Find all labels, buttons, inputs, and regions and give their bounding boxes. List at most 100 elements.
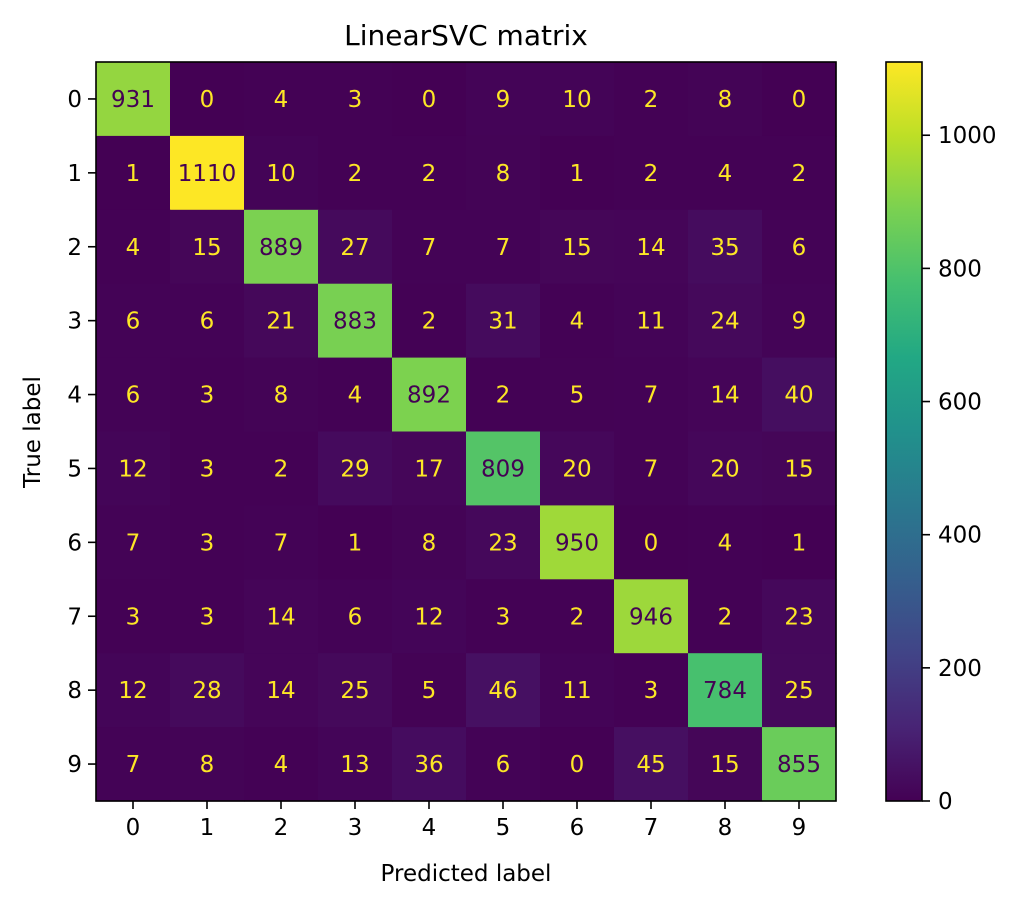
cell-value-label: 7 bbox=[644, 383, 659, 409]
cell-value-label: 2 bbox=[644, 87, 659, 113]
cell-value-label: 1 bbox=[570, 161, 585, 187]
heatmap-cell bbox=[392, 505, 467, 580]
y-tick-label: 6 bbox=[67, 530, 82, 556]
heatmap-cell bbox=[466, 431, 541, 506]
cell-value-label: 855 bbox=[777, 752, 821, 778]
cell-value-label: 5 bbox=[422, 678, 437, 704]
heatmap-cell bbox=[96, 431, 171, 506]
cell-value-label: 4 bbox=[718, 161, 733, 187]
heatmap-cell bbox=[614, 727, 689, 802]
cell-value-label: 14 bbox=[266, 678, 295, 704]
heatmap-cell bbox=[392, 209, 467, 285]
heatmap-cell bbox=[170, 135, 245, 211]
heatmap-cell bbox=[96, 283, 171, 359]
cell-value-label: 4 bbox=[274, 752, 289, 778]
cell-value-label: 3 bbox=[200, 604, 215, 630]
cell-value-label: 2 bbox=[718, 604, 733, 630]
y-axis-label: True label bbox=[20, 376, 46, 489]
cell-value-label: 11 bbox=[562, 678, 591, 704]
heatmap-cell bbox=[688, 209, 763, 285]
heatmap-cell bbox=[540, 135, 615, 211]
heatmap-cell bbox=[392, 653, 467, 728]
cell-value-label: 2 bbox=[422, 309, 437, 335]
heatmap-cell bbox=[466, 135, 541, 211]
cell-value-label: 10 bbox=[266, 161, 295, 187]
heatmap-cell bbox=[96, 653, 171, 728]
heatmap-cell bbox=[244, 579, 319, 654]
heatmap-cell bbox=[318, 579, 393, 654]
cell-value-label: 12 bbox=[414, 604, 443, 630]
cell-value-label: 24 bbox=[710, 309, 739, 335]
heatmap-cell bbox=[540, 505, 615, 580]
heatmap-cell bbox=[762, 653, 837, 728]
cell-value-label: 7 bbox=[274, 530, 289, 556]
heatmap-cell bbox=[614, 579, 689, 654]
cell-value-label: 35 bbox=[710, 235, 739, 261]
heatmap-cell bbox=[318, 505, 393, 580]
cell-value-label: 10 bbox=[562, 87, 591, 113]
cell-value-label: 0 bbox=[644, 530, 659, 556]
cell-value-label: 27 bbox=[340, 235, 369, 261]
heatmap-cell bbox=[318, 209, 393, 285]
x-tick-label: 8 bbox=[718, 815, 733, 841]
heatmap-cell bbox=[688, 505, 763, 580]
cell-value-label: 3 bbox=[200, 530, 215, 556]
heatmap-cell bbox=[688, 727, 763, 802]
colorbar-tick-label: 0 bbox=[938, 789, 953, 815]
heatmap-cell bbox=[762, 209, 837, 285]
y-tick-label: 2 bbox=[67, 235, 82, 261]
heatmap-cell bbox=[318, 283, 393, 359]
plot-frame bbox=[95, 61, 837, 802]
heatmap-cell bbox=[170, 283, 245, 359]
cell-value-label: 45 bbox=[636, 752, 665, 778]
heatmap-cell bbox=[614, 431, 689, 506]
heatmap-cell bbox=[244, 653, 319, 728]
heatmap-cell bbox=[392, 431, 467, 506]
heatmap-cell bbox=[96, 357, 171, 433]
heatmap-cell bbox=[244, 357, 319, 433]
heatmap-cell bbox=[762, 727, 837, 802]
cell-value-label: 25 bbox=[340, 678, 369, 704]
cell-value-label: 31 bbox=[488, 309, 517, 335]
heatmap-cell bbox=[392, 727, 467, 802]
cell-value-label: 46 bbox=[488, 678, 517, 704]
cell-value-label: 4 bbox=[570, 309, 585, 335]
heatmap-cell bbox=[244, 62, 319, 137]
x-tick-label: 4 bbox=[422, 815, 437, 841]
cell-value-label: 950 bbox=[555, 530, 599, 556]
heatmap-cell bbox=[96, 727, 171, 802]
cell-value-label: 1 bbox=[792, 530, 807, 556]
x-axis-ticks: 0 1 2 3 4 5 6 7 8 9 bbox=[126, 801, 806, 841]
cell-value-label: 4 bbox=[274, 87, 289, 113]
cell-value-label: 17 bbox=[414, 456, 443, 482]
heatmap-cell bbox=[540, 62, 615, 137]
cell-value-label: 1 bbox=[348, 530, 363, 556]
heatmap-cell bbox=[170, 727, 245, 802]
colorbar-ticks: 0 200 400 600 800 1000 bbox=[922, 123, 997, 815]
heatmap-cell bbox=[170, 357, 245, 433]
heatmap-cell bbox=[614, 357, 689, 433]
cell-value-label: 809 bbox=[481, 456, 525, 482]
cell-value-label: 23 bbox=[488, 530, 517, 556]
cell-value-label: 12 bbox=[118, 456, 147, 482]
heatmap-cell bbox=[392, 283, 467, 359]
cell-value-label: 892 bbox=[407, 383, 451, 409]
heatmap-cell bbox=[318, 431, 393, 506]
heatmap-cell bbox=[762, 579, 837, 654]
cell-value-label: 6 bbox=[792, 235, 807, 261]
cell-value-label: 0 bbox=[200, 87, 215, 113]
heatmap-cell bbox=[540, 283, 615, 359]
heatmap-cell bbox=[392, 62, 467, 137]
heatmap-cell bbox=[688, 283, 763, 359]
heatmap-cell bbox=[96, 579, 171, 654]
cell-value-label: 8 bbox=[718, 87, 733, 113]
heatmap-cell bbox=[318, 62, 393, 137]
cell-value-label: 15 bbox=[562, 235, 591, 261]
heatmap-cell bbox=[614, 283, 689, 359]
heatmap-cell bbox=[688, 135, 763, 211]
heatmap-cell bbox=[244, 135, 319, 211]
cell-value-label: 7 bbox=[126, 530, 141, 556]
cell-value-label: 3 bbox=[200, 456, 215, 482]
cell-value-label: 40 bbox=[784, 383, 813, 409]
